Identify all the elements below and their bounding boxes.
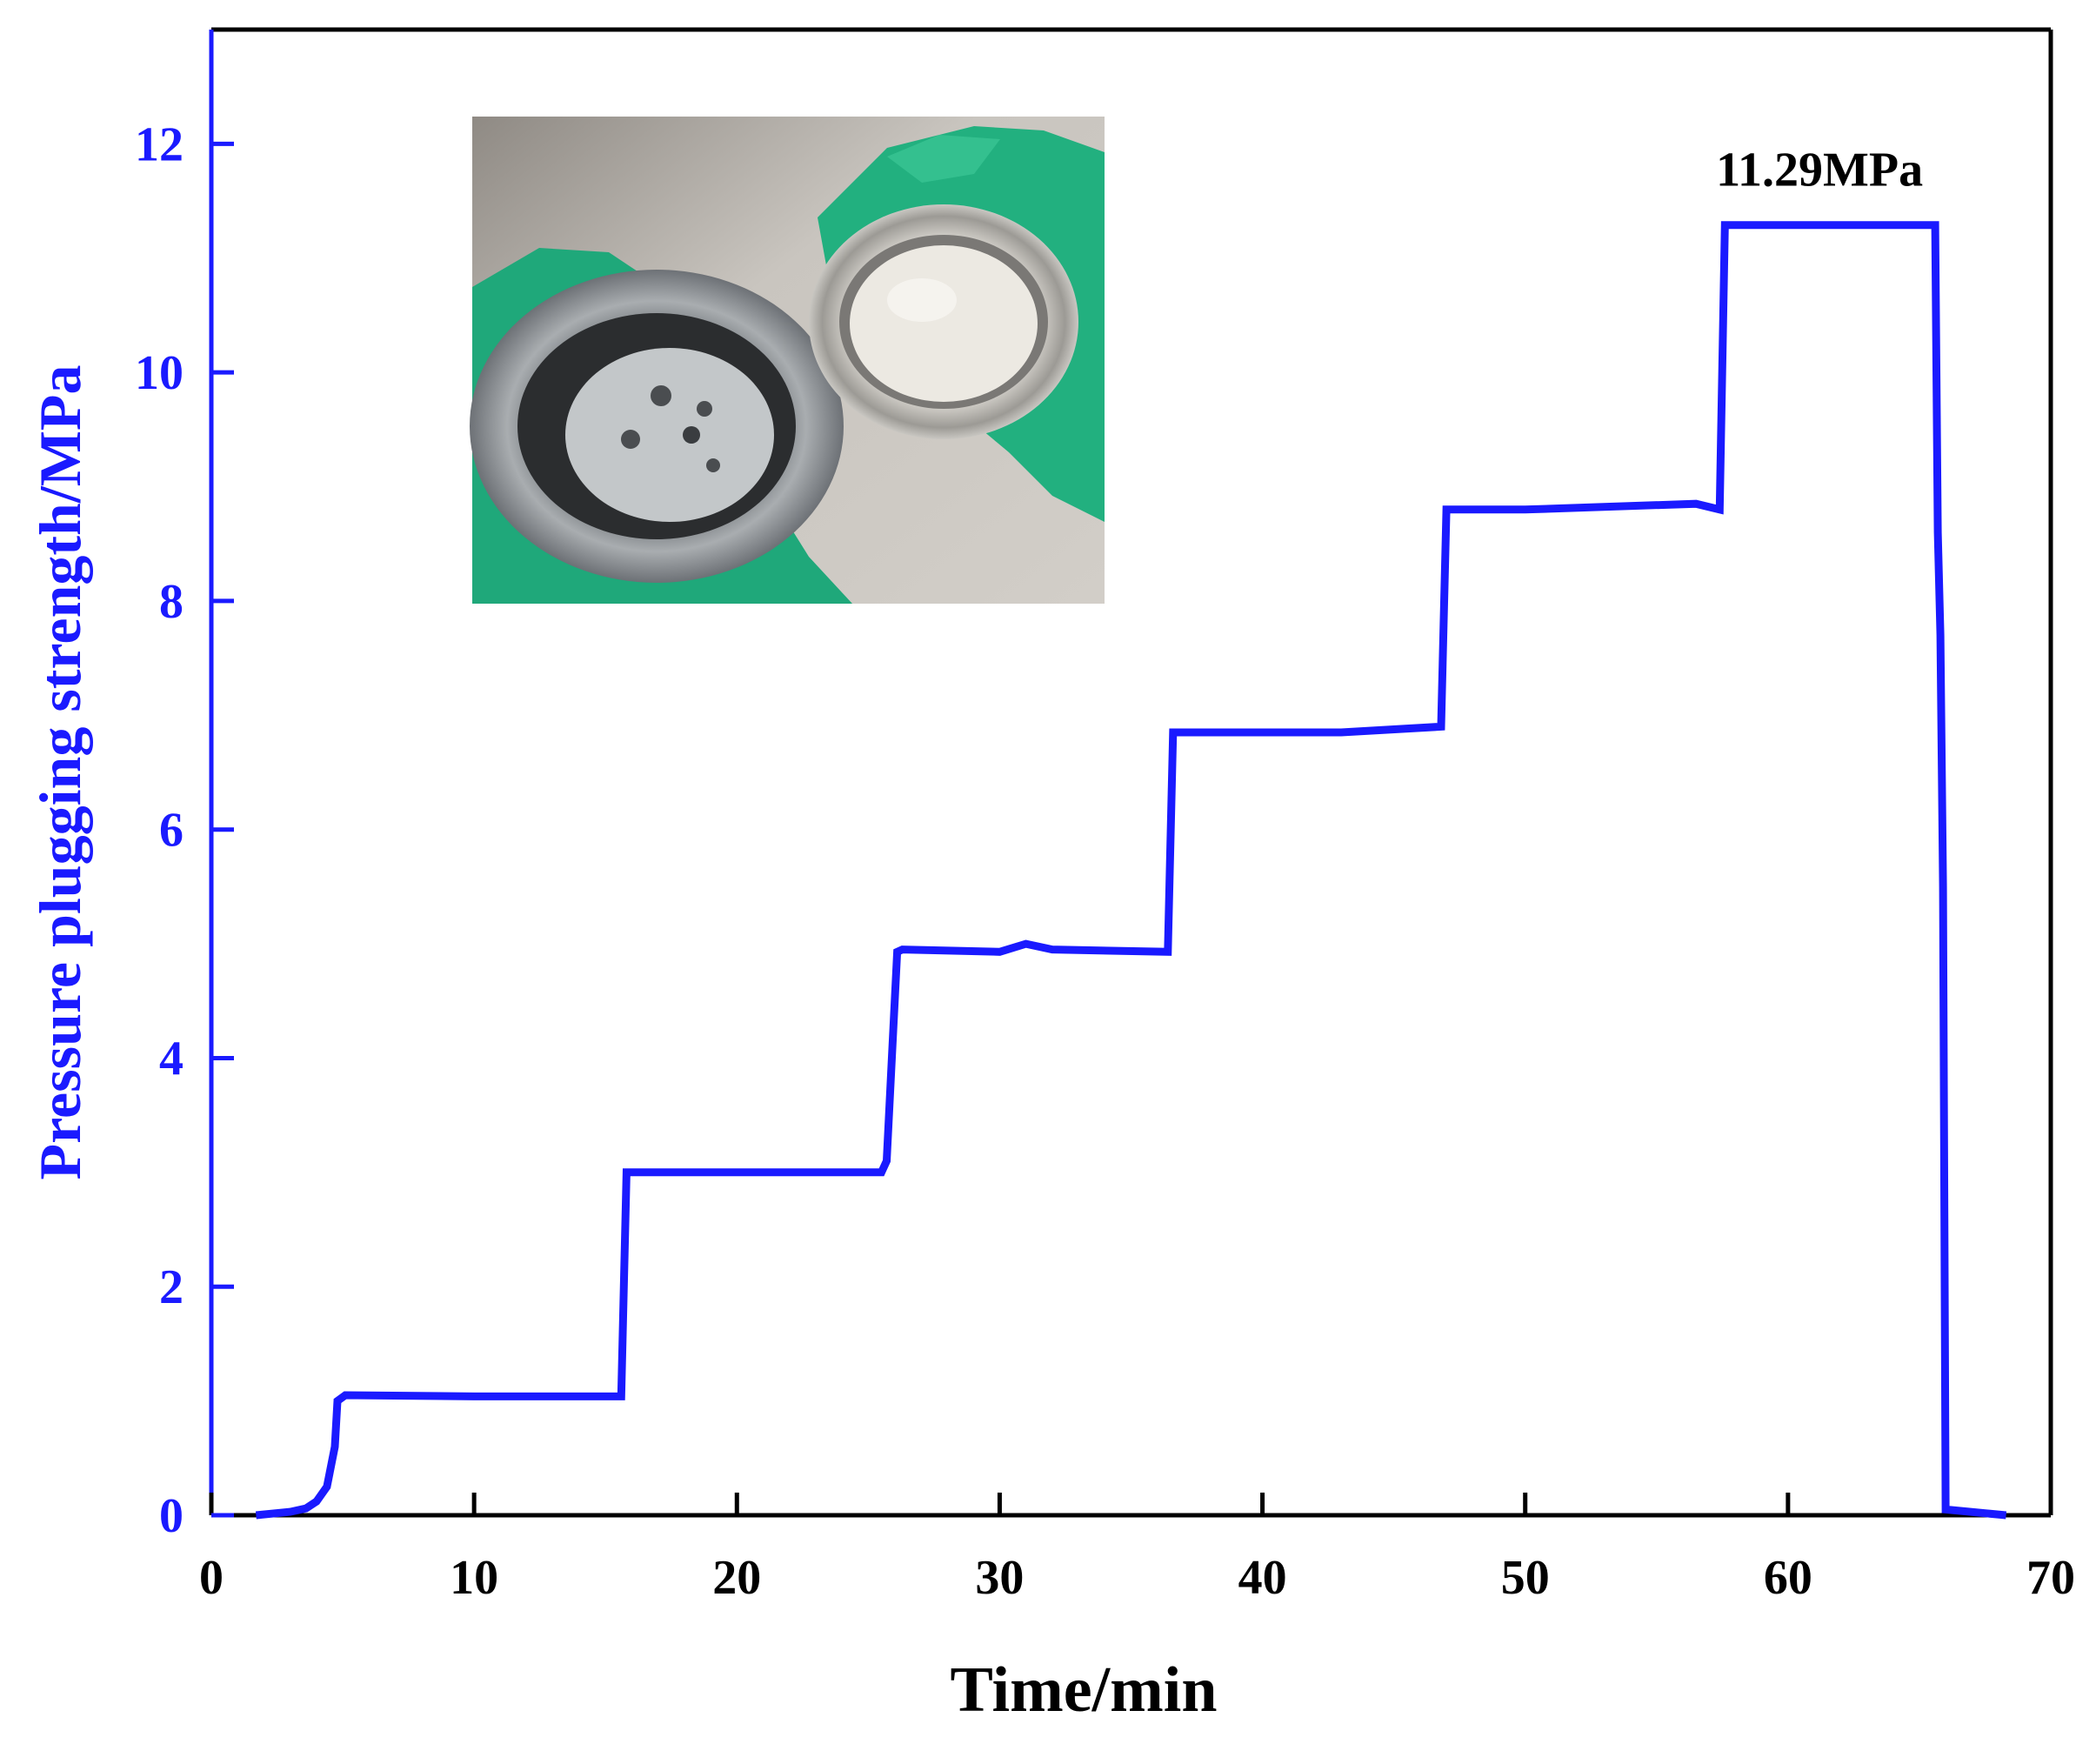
y-tick-label: 4 <box>159 1032 184 1086</box>
y-tick-label: 8 <box>159 575 184 629</box>
peak-annotation: 11.29MPa <box>1716 144 1923 197</box>
axes-frame <box>209 27 2053 1518</box>
series-line <box>255 221 2007 1520</box>
x-tick-label: 0 <box>199 1551 224 1605</box>
y-tick-label: 6 <box>159 804 184 858</box>
y-tick-label: 12 <box>135 117 184 171</box>
y-tick-label: 2 <box>159 1260 184 1314</box>
x-tick-label: 50 <box>1501 1551 1550 1605</box>
y-tick-label: 10 <box>135 346 184 400</box>
inset-photo <box>470 117 1105 604</box>
x-tick-label: 30 <box>975 1551 1024 1605</box>
x-tick-label: 70 <box>2026 1551 2075 1605</box>
x-tick-label: 40 <box>1238 1551 1287 1605</box>
y-tick-label: 0 <box>159 1489 184 1543</box>
x-tick-label: 20 <box>712 1551 761 1605</box>
x-axis-ticks: 0 10 20 30 40 50 60 70 <box>199 1493 2075 1605</box>
x-tick-label: 10 <box>450 1551 498 1605</box>
x-tick-label: 60 <box>1764 1551 1812 1605</box>
x-axis-title: Time/min <box>951 1654 1218 1726</box>
y-axis-title: Pressure plugging strength/MPa <box>27 365 93 1180</box>
y-axis-ticks: 0 2 4 6 8 10 12 <box>135 117 234 1543</box>
